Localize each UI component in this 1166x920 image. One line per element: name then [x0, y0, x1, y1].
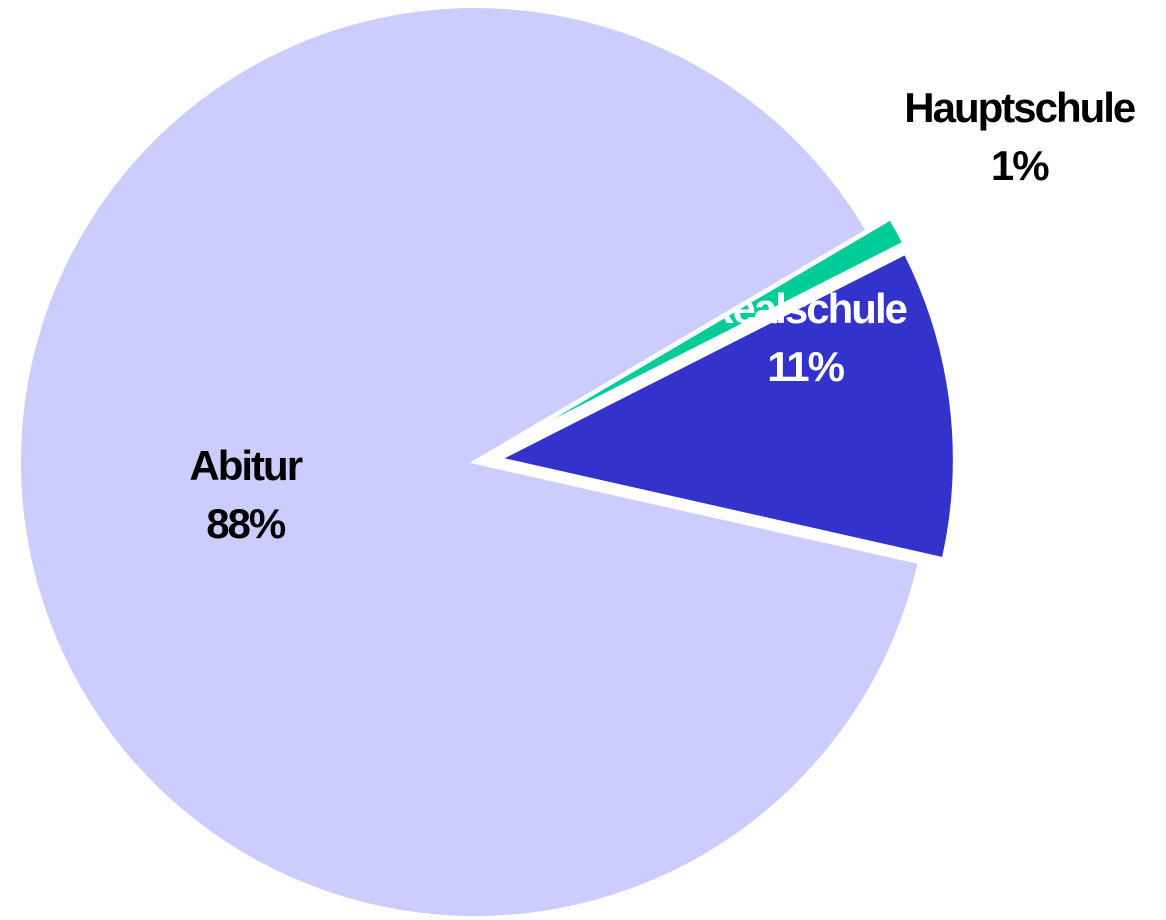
slice-label: Abitur: [189, 442, 302, 489]
slice-value-label: 1%: [991, 142, 1049, 189]
pie-slice: [492, 250, 957, 562]
pie-slice: [17, 4, 923, 920]
slice-value-label: 88%: [206, 500, 286, 547]
pie-slice: [496, 215, 908, 452]
slice-value-label: 11%: [767, 343, 844, 390]
slice-label: Hauptschule: [904, 84, 1135, 131]
